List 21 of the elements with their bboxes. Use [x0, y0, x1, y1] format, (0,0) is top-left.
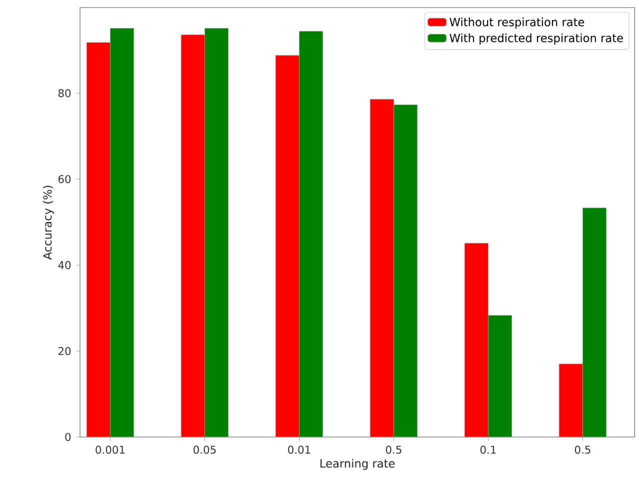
x-tick-label: 0.001: [96, 446, 125, 454]
legend-label: Without respiration rate: [450, 18, 584, 29]
legend-label: With predicted respiration rate: [450, 33, 623, 44]
x-tick-label: 0.01: [288, 446, 310, 454]
bar: [204, 28, 229, 437]
bar: [394, 104, 418, 437]
x-tick-label: 0.1: [480, 446, 496, 454]
y-tick-label: 0: [65, 432, 71, 442]
bar: [110, 28, 134, 437]
x-tick-label: 0.05: [194, 446, 216, 454]
bar: [299, 31, 324, 437]
y-tick-label: 60: [58, 175, 71, 184]
y-tick-label: 20: [58, 346, 71, 356]
y-axis-title: Accuracy (%): [42, 186, 54, 260]
bar: [488, 315, 512, 437]
bar: [582, 208, 607, 437]
x-tick-label: 0.5: [386, 446, 402, 454]
x-tick-label: 0.5: [574, 446, 590, 454]
x-axis-title: Learning rate: [320, 458, 395, 470]
y-tick-label: 40: [58, 261, 71, 270]
y-tick-label: 80: [58, 89, 71, 98]
